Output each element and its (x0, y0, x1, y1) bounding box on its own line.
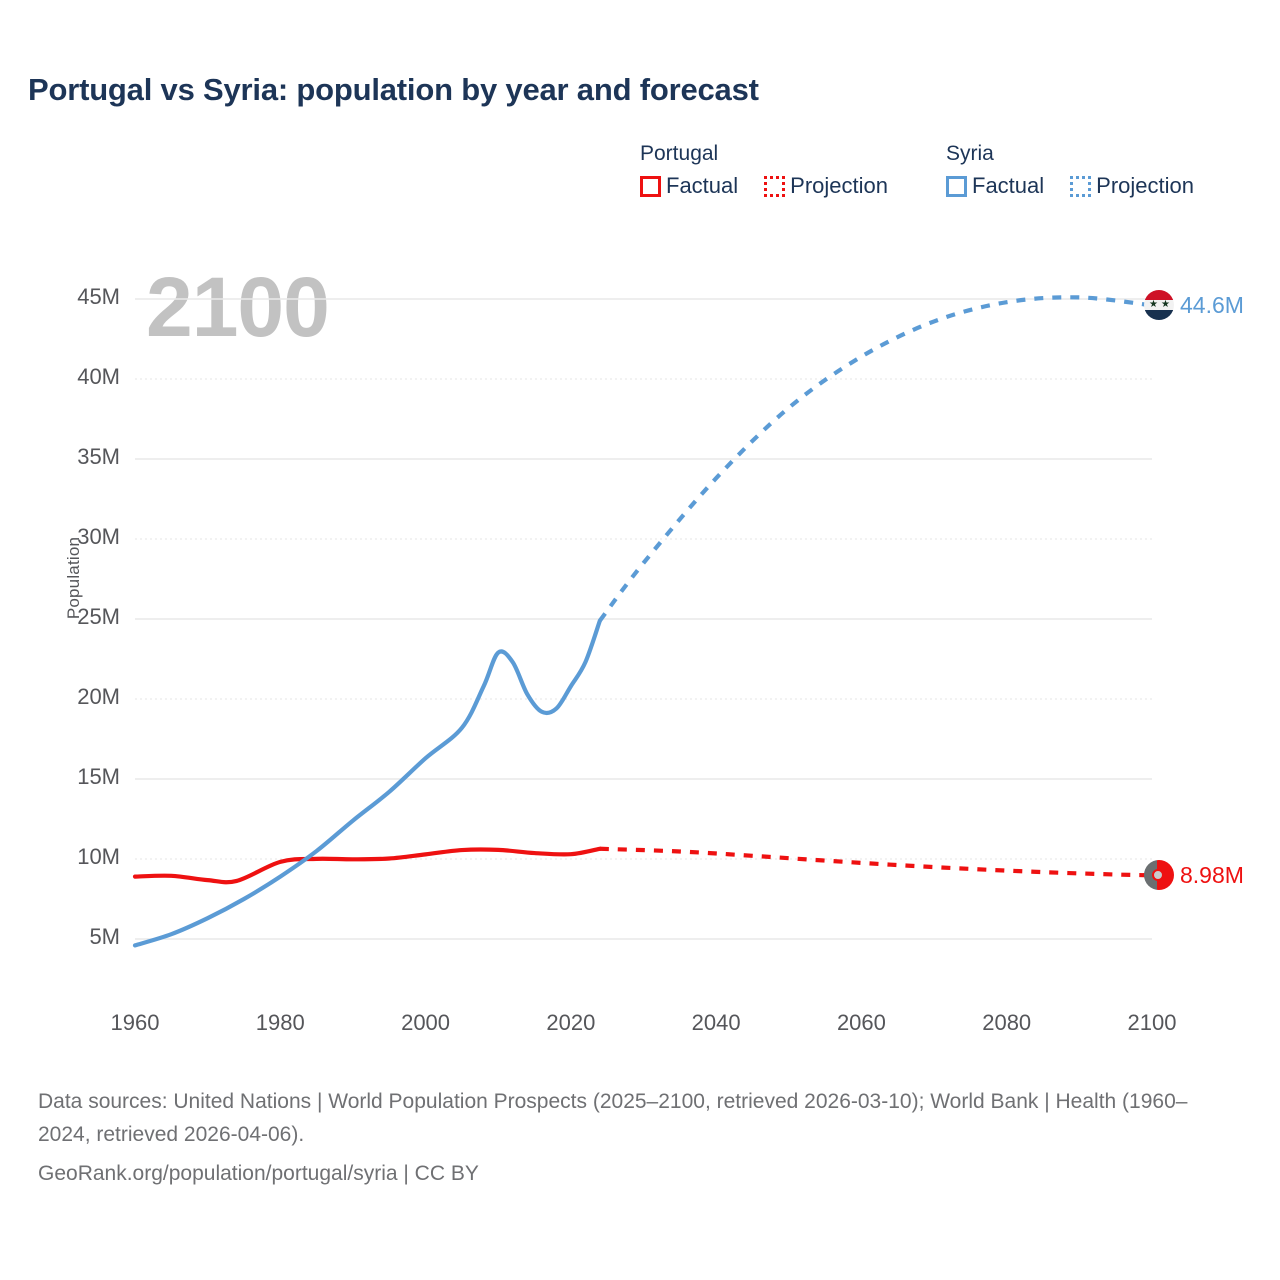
end-label-value-syria: 44.6M (1180, 291, 1244, 318)
x-axis-tick-label: 1960 (110, 1010, 160, 1035)
legend-item-syria-factual[interactable]: Factual (946, 174, 1044, 198)
y-axis-tick-label: 15M (77, 764, 120, 789)
portugal-flag-icon (1144, 860, 1174, 891)
legend-swatch-solid-icon (946, 175, 967, 197)
end-label-portugal: 8.98M (1144, 860, 1244, 891)
legend-swatch-solid-icon (640, 175, 661, 197)
y-axis-tick-label: 20M (77, 684, 120, 709)
y-axis-tick-label: 30M (77, 524, 120, 549)
legend-item-portugal-factual[interactable]: Factual (640, 174, 738, 198)
legend-item-portugal-projection[interactable]: Projection (764, 174, 888, 198)
x-axis-tick-label: 2080 (982, 1010, 1032, 1035)
legend-group-portugal: Portugal Factual Projection (640, 142, 888, 198)
watermark-year: 2100 (146, 260, 330, 354)
legend-group-title-syria: Syria (946, 142, 994, 165)
x-axis-tick-label: 2020 (546, 1010, 596, 1035)
y-axis-tick-label: 5M (89, 924, 120, 949)
legend-swatch-dotted-icon (764, 175, 786, 197)
end-label-value-portugal: 8.98M (1180, 861, 1244, 888)
y-axis-tick-label: 25M (77, 604, 120, 629)
legend-label-portugal-projection: Projection (790, 173, 888, 198)
x-axis-tick-label: 2100 (1127, 1010, 1177, 1035)
chart-legend: Portugal Factual Projection Syria Factua… (640, 142, 1194, 198)
y-axis-tick-label: 35M (77, 444, 120, 469)
legend-label-syria-projection: Projection (1096, 173, 1194, 198)
footer-attribution-link[interactable]: GeoRank.org/population/portugal/syria | … (38, 1162, 479, 1185)
legend-group-title-portugal: Portugal (640, 142, 719, 165)
x-axis-tick-label: 2000 (401, 1010, 451, 1035)
y-axis-title: Population (64, 536, 83, 620)
end-label-syria: ★ ★ 44.6M (1144, 290, 1244, 321)
footer-data-sources: Data sources: United Nations | World Pop… (38, 1090, 1188, 1146)
legend-item-syria-projection[interactable]: Projection (1070, 174, 1194, 198)
legend-label-portugal-factual: Factual (666, 173, 739, 198)
y-axis-tick-label: 45M (77, 284, 120, 309)
page-title: Portugal vs Syria: population by year an… (28, 72, 759, 107)
legend-group-syria: Syria Factual Projection (946, 142, 1194, 198)
x-axis-tick-label: 2060 (836, 1010, 886, 1035)
footer: Data sources: United Nations | World Pop… (38, 1085, 1228, 1190)
legend-swatch-dotted-icon (1070, 175, 1092, 197)
x-axis-tick-label: 1980 (255, 1010, 305, 1035)
y-axis-tick-label: 40M (77, 364, 120, 389)
y-axis-tick-label: 10M (77, 844, 120, 869)
legend-label-syria-factual: Factual (972, 173, 1045, 198)
x-axis-tick-label: 2040 (691, 1010, 741, 1035)
syria-flag-icon: ★ ★ (1144, 290, 1174, 321)
